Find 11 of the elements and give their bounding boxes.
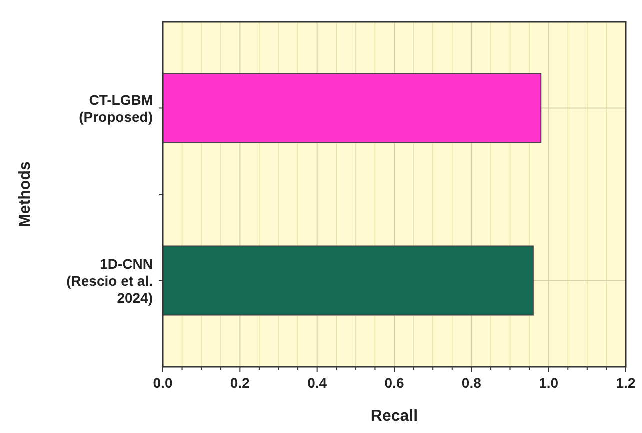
x-tick-label: 0.0 [153,375,173,391]
x-tick-label: 0.8 [462,375,482,391]
x-tick-label: 0.4 [308,375,328,391]
x-tick-label: 0.6 [384,375,404,391]
x-tick-label: 1.2 [616,375,636,391]
x-axis-title: Recall [370,408,418,425]
x-tick-label: 1.0 [539,375,559,391]
y-tick-label: CT-LGBM (Proposed) [79,92,153,125]
x-tick-label: 0.2 [230,375,250,391]
y-axis-title: Methods [17,162,34,228]
y-tick-label: 1D-CNN (Rescio et al. 2024) [66,256,153,306]
